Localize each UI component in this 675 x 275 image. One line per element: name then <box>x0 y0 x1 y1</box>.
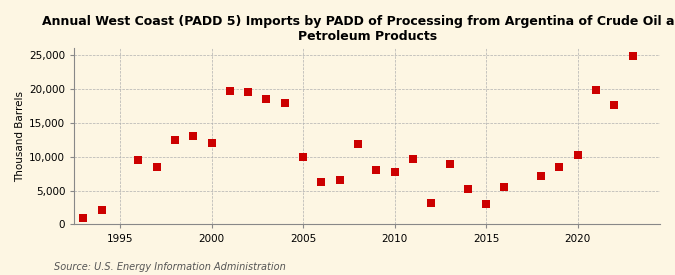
Title: Annual West Coast (PADD 5) Imports by PADD of Processing from Argentina of Crude: Annual West Coast (PADD 5) Imports by PA… <box>42 15 675 43</box>
Text: Source: U.S. Energy Information Administration: Source: U.S. Energy Information Administ… <box>54 262 286 272</box>
Point <box>261 97 272 101</box>
Point <box>426 201 437 206</box>
Point <box>298 155 308 159</box>
Point <box>316 180 327 185</box>
Point <box>279 101 290 105</box>
Point <box>188 134 198 138</box>
Point <box>169 138 180 143</box>
Point <box>371 168 381 172</box>
Point <box>78 216 89 220</box>
Point <box>151 165 162 169</box>
Point <box>206 141 217 145</box>
Point <box>609 103 620 108</box>
Point <box>334 178 345 183</box>
Point <box>572 153 583 158</box>
Point <box>243 89 254 94</box>
Point <box>97 208 107 213</box>
Point <box>408 156 418 161</box>
Point <box>591 87 601 92</box>
Point <box>554 165 565 169</box>
Point <box>133 158 144 162</box>
Point <box>225 89 236 93</box>
Point <box>536 174 547 178</box>
Point <box>352 142 363 146</box>
Point <box>499 185 510 189</box>
Point <box>627 54 638 58</box>
Point <box>462 186 473 191</box>
Point <box>389 169 400 174</box>
Point <box>444 161 455 166</box>
Y-axis label: Thousand Barrels: Thousand Barrels <box>15 91 25 182</box>
Point <box>481 202 491 206</box>
